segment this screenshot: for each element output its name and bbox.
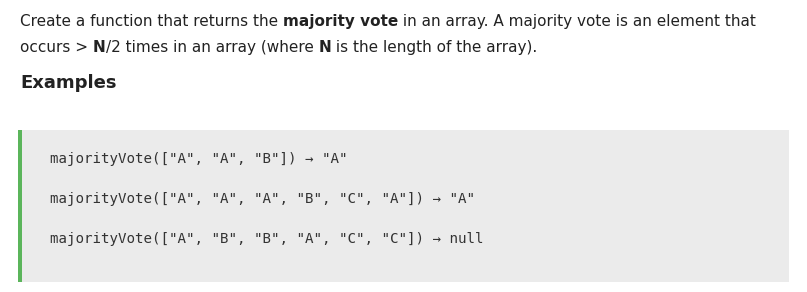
Text: majorityVote(["A", "A", "A", "B", "C", "A"]) → "A": majorityVote(["A", "A", "A", "B", "C", "…: [50, 192, 475, 206]
Text: Create a function that returns the: Create a function that returns the: [20, 14, 283, 29]
Text: /2 times in an array (where: /2 times in an array (where: [106, 40, 319, 55]
Text: N: N: [319, 40, 331, 55]
Text: in an array. A majority vote is an element that: in an array. A majority vote is an eleme…: [398, 14, 756, 29]
Text: majorityVote(["A", "A", "B"]) → "A": majorityVote(["A", "A", "B"]) → "A": [50, 152, 348, 166]
Text: is the length of the array).: is the length of the array).: [331, 40, 537, 55]
Text: majorityVote(["A", "B", "B", "A", "C", "C"]) → null: majorityVote(["A", "B", "B", "A", "C", "…: [50, 232, 483, 246]
Text: N: N: [93, 40, 106, 55]
Text: majority vote: majority vote: [283, 14, 398, 29]
Bar: [18, 130, 22, 282]
Text: Examples: Examples: [20, 74, 116, 92]
Text: occurs >: occurs >: [20, 40, 93, 55]
